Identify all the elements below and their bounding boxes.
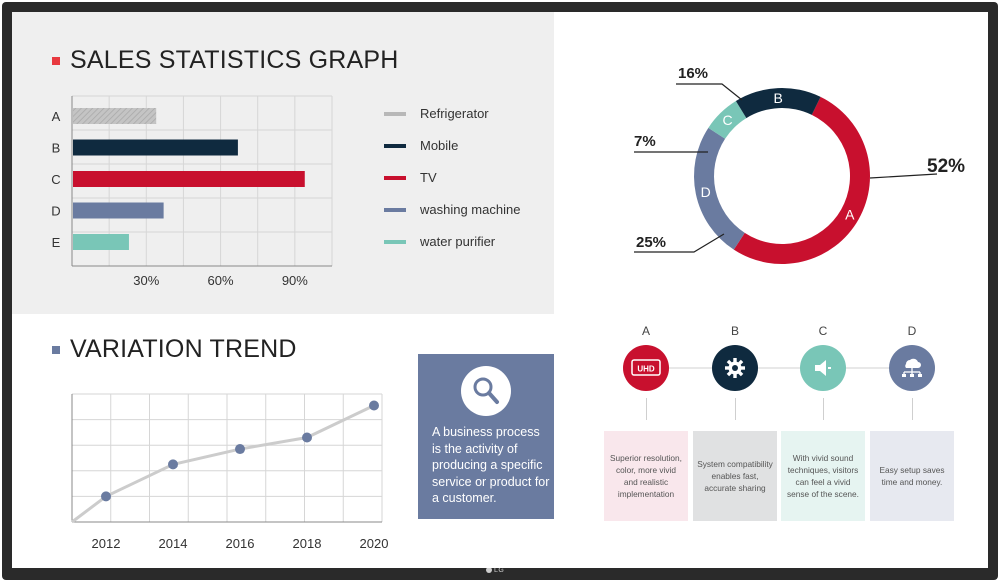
legend-item: Refrigerator	[384, 106, 489, 121]
legend-item: TV	[384, 170, 437, 185]
trend-point	[168, 459, 178, 470]
bar-category-label: A	[52, 109, 61, 124]
trend-point	[369, 400, 379, 411]
trend-title-marker	[52, 346, 60, 354]
leader-line	[869, 173, 938, 179]
magnifier-icon	[461, 366, 511, 416]
legend-item: washing machine	[384, 202, 520, 217]
donut-slice-label: D	[701, 184, 711, 200]
svg-text:UHD: UHD	[637, 365, 655, 374]
uhd-icon: UHD	[623, 345, 669, 391]
legend-swatch	[384, 143, 406, 148]
donut-slice-label: A	[845, 207, 855, 223]
legend-label: washing machine	[420, 202, 521, 217]
gear-icon-glyph	[725, 358, 745, 378]
feature-description-box: With vivid sound techniques, visitors ca…	[781, 431, 865, 521]
network-icon	[889, 345, 935, 391]
brand-logo: LG	[486, 567, 504, 574]
trend-line	[71, 404, 375, 524]
x-tick-label: 90%	[282, 273, 308, 288]
feature-description: Superior resolution, color, more vivid a…	[610, 453, 682, 499]
feature-description-box: Superior resolution, color, more vivid a…	[604, 431, 688, 521]
bar	[73, 234, 129, 250]
donut-slice	[708, 101, 747, 139]
feature-letter: B	[730, 324, 739, 338]
feature-description: With vivid sound techniques, visitors ca…	[787, 453, 859, 499]
legend-label: Refrigerator	[420, 106, 489, 121]
network-icon-glyph	[902, 358, 922, 377]
trend-point	[101, 491, 111, 502]
legend-label: TV	[420, 170, 437, 185]
business-process-text: A business process is the activity of pr…	[432, 425, 550, 505]
donut-slice-label: B	[774, 90, 783, 106]
display-screen: SALES STATISTICS GRAPH A B C D E 30% 60% 90% Re…	[12, 12, 988, 568]
uhd-icon-glyph: UHD	[631, 359, 661, 376]
donut-percent-label: 25%	[636, 234, 666, 251]
bar-category-label: C	[51, 172, 60, 187]
speaker-icon-glyph	[815, 360, 831, 376]
feature-stem	[823, 398, 824, 420]
x-tick-label: 2014	[159, 536, 188, 551]
x-tick-label: 2018	[293, 536, 322, 551]
sales-title-marker	[52, 57, 60, 65]
bar	[73, 108, 157, 124]
legend-label: Mobile	[420, 138, 459, 153]
feature-letter: A	[641, 324, 650, 338]
legend-swatch	[384, 207, 406, 212]
feature-connector	[646, 367, 912, 369]
legend-item: Mobile	[384, 138, 458, 153]
legend-swatch	[384, 175, 406, 180]
donut-slice-label: C	[723, 112, 733, 128]
donut-percent-label: 52%	[927, 156, 965, 177]
leader-line	[676, 83, 743, 101]
sales-statistics-panel	[12, 12, 554, 314]
x-tick-label: 30%	[133, 273, 159, 288]
trend-point	[302, 432, 312, 443]
legend-label: water purifier	[420, 234, 496, 249]
bar-category-label: B	[52, 141, 61, 156]
feature-stem	[646, 398, 647, 420]
trend-title: VARIATION TREND	[70, 335, 297, 363]
speaker-icon	[800, 345, 846, 391]
sales-bar-chart: A B C D E 30% 60% 90%	[51, 95, 333, 288]
legend-swatch	[384, 239, 406, 244]
bar-category-label: D	[51, 204, 60, 219]
business-process-card: A business process is the activity of pr…	[418, 354, 554, 519]
legend-item: water purifier	[384, 234, 495, 249]
feature-letter: D	[907, 324, 917, 338]
x-tick-label: 60%	[208, 273, 234, 288]
x-tick-label: 2012	[92, 536, 121, 551]
donut-slice	[694, 127, 745, 250]
legend-swatch	[384, 111, 406, 116]
feature-description-box: System compatibility enables fast, accur…	[693, 431, 777, 521]
bar	[73, 139, 238, 156]
feature-stem	[735, 398, 736, 420]
feature-letter: C	[818, 324, 828, 338]
feature-description-box: Easy setup saves time and money.	[870, 431, 954, 521]
x-tick-label: 2020	[360, 536, 389, 551]
share-donut-chart: A D C B 52% 25% 7% 16%	[634, 65, 965, 264]
feature-stem	[912, 398, 913, 420]
x-tick-label: 2016	[226, 536, 255, 551]
donut-slice	[733, 96, 870, 264]
donut-percent-label: 7%	[634, 133, 656, 150]
bar	[73, 202, 164, 219]
sales-title: SALES STATISTICS GRAPH	[70, 46, 399, 74]
feature-description: Easy setup saves time and money.	[879, 465, 945, 487]
feature-description: System compatibility enables fast, accur…	[697, 459, 773, 493]
gear-icon	[712, 345, 758, 391]
trend-point	[235, 444, 245, 455]
donut-percent-label: 16%	[678, 65, 708, 82]
bar	[73, 171, 305, 187]
bar-category-label: E	[52, 235, 61, 250]
variation-line-chart: 2012 2014 2016 2018 2020	[71, 393, 389, 551]
leader-line	[634, 233, 725, 253]
donut-slice	[735, 88, 821, 119]
